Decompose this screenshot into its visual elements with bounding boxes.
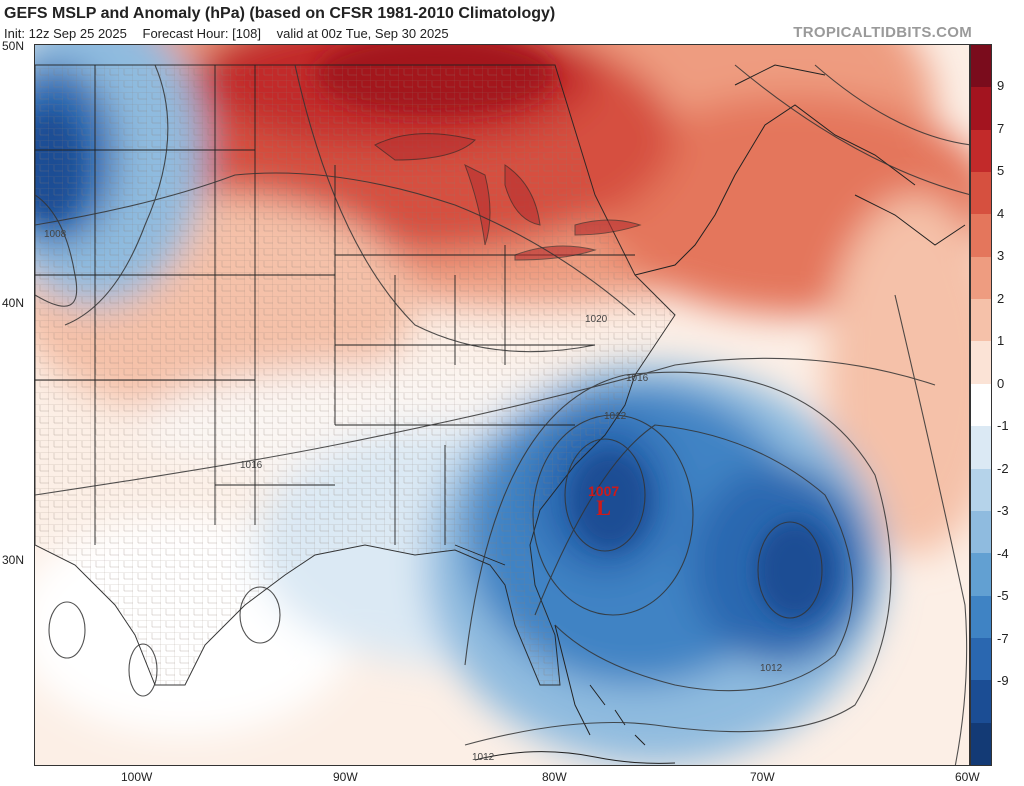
colorbar-swatch — [971, 510, 991, 554]
colorbar-swatch — [971, 426, 991, 470]
colorbar-tick-label: 5 — [997, 163, 1005, 179]
forecast-hour: Forecast Hour: [108] — [142, 26, 262, 41]
lon-label-90w: 90W — [333, 770, 358, 784]
colorbar-tick-label: -9 — [997, 673, 1009, 689]
isobars — [35, 64, 969, 765]
map-title: GEFS MSLP and Anomaly (hPa) (based on CF… — [4, 5, 556, 22]
colorbar-swatch — [971, 680, 991, 724]
colorbar-swatch — [971, 383, 991, 427]
lat-label-40n: 40N — [2, 296, 25, 310]
state-borders — [35, 65, 635, 566]
colorbar-swatch — [971, 722, 991, 766]
colorbar-tick-label: -4 — [997, 545, 1009, 561]
lon-label-100w: 100W — [121, 770, 153, 784]
us-land — [35, 64, 676, 686]
colorbar-tick-label: 2 — [997, 290, 1005, 306]
isobar-label-1016-b: 1016 — [240, 460, 263, 471]
colorbar-tick-label: 0 — [997, 375, 1005, 391]
colorbar-tick-label: 9 — [997, 78, 1005, 94]
colorbar-swatch — [971, 129, 991, 173]
map-panel — [34, 44, 970, 766]
colorbar-swatch — [971, 256, 991, 300]
colorbar-tick-label: -3 — [997, 503, 1009, 519]
low-pressure-symbol: L — [596, 495, 611, 520]
colorbar-tick-label: -2 — [997, 460, 1009, 476]
isobar-label-1012-b: 1012 — [760, 663, 783, 674]
anomaly-map — [35, 45, 969, 765]
brand-watermark: TROPICALTIDBITS.COM — [793, 24, 972, 41]
isobar-label-1008: 1008 — [44, 229, 67, 240]
colorbar-swatch — [971, 214, 991, 258]
init-time: Init: 12z Sep 25 2025 — [4, 26, 127, 41]
colorbar-tick-label: 7 — [997, 120, 1005, 136]
caribbean-islands — [474, 684, 676, 764]
colorbar-tick-label: 4 — [997, 205, 1005, 221]
colorbar-swatch — [971, 172, 991, 215]
colorbar-swatch — [971, 87, 991, 131]
valid-time: valid at 00z Tue, Sep 30 2025 — [276, 26, 449, 41]
isobar-label-1012-c: 1012 — [472, 752, 495, 763]
lat-label-30n: 30N — [2, 553, 25, 567]
colorbar-swatch — [971, 45, 991, 88]
colorbar-swatch — [971, 637, 991, 681]
isobar-label-1020: 1020 — [585, 314, 608, 325]
lon-label-70w: 70W — [750, 770, 775, 784]
low-pressure-center: 1007 L — [588, 483, 619, 521]
colorbar — [970, 44, 992, 766]
colorbar-swatch — [971, 468, 991, 512]
colorbar-tick-label: 3 — [997, 248, 1005, 264]
colorbar-tick-label: -1 — [997, 418, 1009, 434]
colorbar-tick-label: -5 — [997, 588, 1009, 604]
map-subtitle: Init: 12z Sep 25 2025 Forecast Hour: [10… — [4, 26, 461, 41]
isobar-label-1012-a: 1012 — [604, 411, 627, 422]
colorbar-swatch — [971, 341, 991, 385]
colorbar-swatch — [971, 553, 991, 597]
low-pressure-value: 1007 — [588, 483, 620, 499]
great-lakes — [374, 133, 642, 261]
lon-label-80w: 80W — [542, 770, 567, 784]
colorbar-tick-label: 1 — [997, 333, 1005, 349]
colorbar-swatch — [971, 299, 991, 342]
lat-label-50n: 50N — [2, 39, 25, 53]
coastlines — [554, 64, 966, 736]
header: GEFS MSLP and Anomaly (hPa) (based on CF… — [4, 4, 1014, 44]
lon-label-60w: 60W — [955, 770, 980, 784]
colorbar-swatch — [971, 595, 991, 639]
isobar-label-1016: 1016 — [626, 373, 649, 384]
colorbar-tick-label: -7 — [997, 630, 1009, 646]
